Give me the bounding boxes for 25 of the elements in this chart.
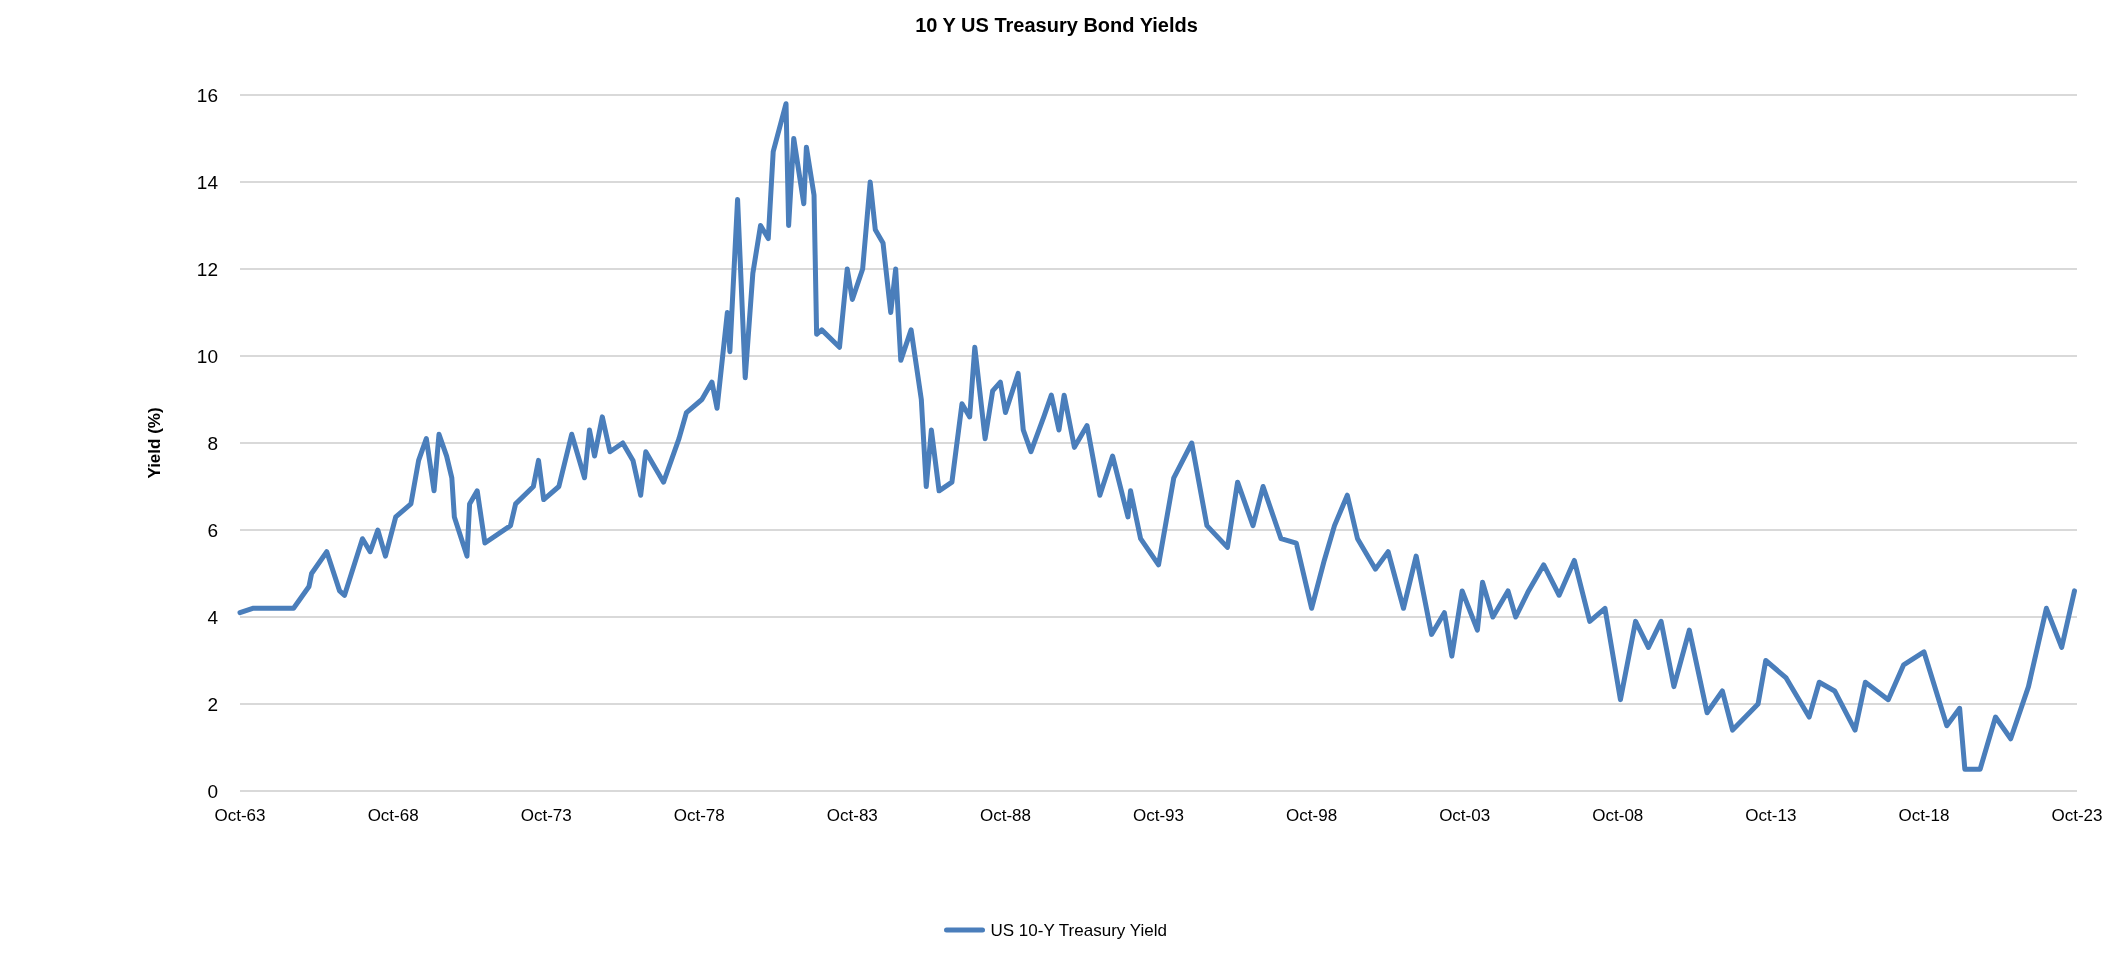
x-tick-label: Oct-83 <box>826 806 878 825</box>
legend-label: US 10-Y Treasury Yield <box>990 921 1167 940</box>
y-tick-label: 6 <box>207 519 218 541</box>
y-tick-label: 14 <box>196 171 219 193</box>
x-tick-label: Oct-13 <box>1745 806 1797 825</box>
x-tick-label: Oct-78 <box>673 806 725 825</box>
x-tick-label: Oct-98 <box>1286 806 1338 825</box>
y-tick-label: 10 <box>196 345 218 367</box>
x-tick-label: Oct-23 <box>2051 806 2103 825</box>
x-tick-label: Oct-63 <box>214 806 266 825</box>
x-tick-label: Oct-08 <box>1592 806 1644 825</box>
chart-title: 10 Y US Treasury Bond Yields <box>915 14 1198 36</box>
x-tick-label: Oct-03 <box>1439 806 1491 825</box>
x-tick-label: Oct-68 <box>367 806 419 825</box>
y-tick-label: 12 <box>196 258 218 280</box>
y-tick-label: 4 <box>207 606 219 628</box>
x-tick-label: Oct-73 <box>520 806 572 825</box>
y-axis-title: Yield (%) <box>145 407 164 479</box>
x-tick-label: Oct-88 <box>979 806 1031 825</box>
x-tick-label: Oct-18 <box>1898 806 1950 825</box>
x-tick-label: Oct-93 <box>1133 806 1185 825</box>
y-tick-label: 8 <box>207 432 218 454</box>
y-tick-label: 16 <box>196 84 218 106</box>
y-tick-label: 2 <box>207 693 218 715</box>
y-tick-label: 0 <box>207 780 218 802</box>
